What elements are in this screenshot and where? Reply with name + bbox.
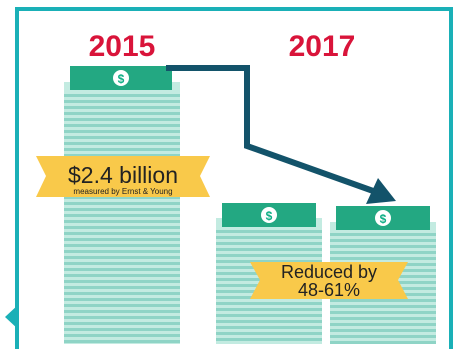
reduction-line-2: 48-61%	[298, 280, 360, 300]
reduction-banner: Reduced by 48-61%	[250, 262, 408, 300]
bill-edge-line	[64, 130, 180, 133]
bill-edge-line	[64, 244, 180, 247]
amount-banner: $2.4 billion measured by Ernst & Young	[36, 156, 210, 197]
svg-text:$: $	[380, 212, 387, 226]
bill-edge-line	[64, 136, 180, 139]
bill-edge-line	[64, 118, 180, 121]
left-pointer-tab	[5, 304, 19, 330]
bill-edge-line	[216, 332, 322, 335]
bill-edge-line	[64, 148, 180, 151]
bill-edge-line	[64, 124, 180, 127]
bill-edge-line	[64, 274, 180, 277]
bill-edge-line	[216, 302, 322, 305]
bill-edge-line	[216, 338, 322, 341]
bill-edge-line	[216, 314, 322, 317]
bill-edge-line	[64, 292, 180, 295]
dollar-sign-icon	[375, 210, 391, 226]
bill-edge-line	[64, 310, 180, 313]
dollar-sign-icon	[261, 207, 277, 223]
amount-text: $2.4 billion	[68, 162, 178, 188]
svg-text:$: $	[118, 72, 125, 86]
bill-edge-line	[216, 308, 322, 311]
bill-edge-line	[64, 100, 180, 103]
bill-edge-line	[216, 230, 322, 233]
bill-edge-line	[64, 250, 180, 253]
bill-edge-line	[64, 340, 180, 343]
bill-edge-line	[64, 304, 180, 307]
bill-edge-line	[330, 257, 436, 260]
bill-edge-line	[64, 208, 180, 211]
bill-edge-line	[64, 262, 180, 265]
bill-edge-line	[64, 226, 180, 229]
bill-edge-line	[330, 335, 436, 338]
bill-edge-line	[64, 298, 180, 301]
bill-edge-line	[330, 311, 436, 314]
source-text: measured by Ernst & Young	[73, 187, 172, 196]
bill-edge-line	[64, 112, 180, 115]
year-2015: 2015	[89, 30, 156, 63]
bill-edge-line	[64, 238, 180, 241]
bill-edge-line	[64, 268, 180, 271]
bill-edge-line	[64, 322, 180, 325]
bill-edge-line	[64, 106, 180, 109]
bill-edge-line	[330, 299, 436, 302]
bill-edge-line	[64, 220, 180, 223]
bill-edge-line	[216, 242, 322, 245]
bill-edge-line	[64, 286, 180, 289]
bill-edge-line	[64, 214, 180, 217]
bill-edge-line	[64, 232, 180, 235]
reduction-line-1: Reduced by	[281, 262, 377, 282]
bill-edge-line	[216, 326, 322, 329]
bill-edge-line	[216, 248, 322, 251]
bill-edge-line	[330, 323, 436, 326]
bill-edge-line	[330, 233, 436, 236]
bill-edge-line	[216, 320, 322, 323]
bill-edge-line	[330, 305, 436, 308]
bill-edge-line	[64, 334, 180, 337]
bill-edge-line	[330, 251, 436, 254]
svg-text:$: $	[266, 209, 273, 223]
bill-edge-line	[64, 94, 180, 97]
money-stack-2015: $	[64, 66, 180, 344]
year-2017: 2017	[289, 30, 356, 63]
bill-edge-line	[330, 341, 436, 344]
bill-edge-line	[64, 280, 180, 283]
bill-edge-line	[64, 154, 180, 157]
bill-edge-line	[64, 202, 180, 205]
bill-edge-line	[216, 236, 322, 239]
bill-edge-line	[64, 196, 180, 199]
bill-edge-line	[216, 260, 322, 263]
bill-edge-line	[64, 142, 180, 145]
dollar-sign-icon	[113, 70, 129, 86]
money-stack-2017-low: $	[216, 203, 322, 344]
bill-edge-line	[330, 329, 436, 332]
bill-edge-line	[216, 254, 322, 257]
bill-edge-line	[330, 317, 436, 320]
bill-edge-line	[64, 328, 180, 331]
bill-edge-line	[330, 245, 436, 248]
bill-edge-line	[64, 316, 180, 319]
trend-down-arrow-icon	[166, 65, 396, 204]
bill-edge-line	[330, 239, 436, 242]
bill-edge-line	[64, 256, 180, 259]
